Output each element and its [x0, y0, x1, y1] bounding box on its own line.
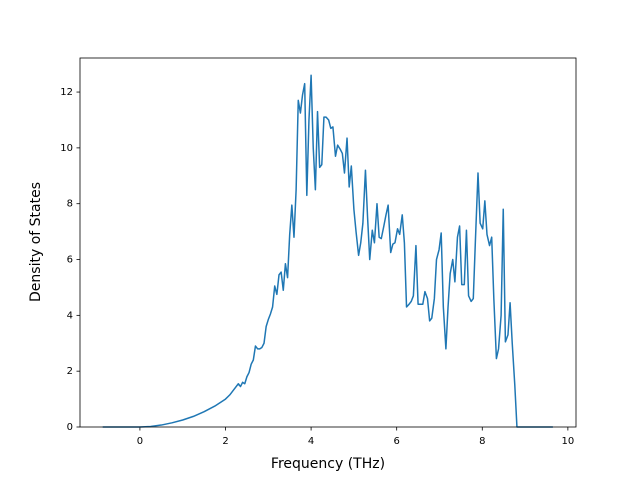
y-axis-label: Density of States [28, 182, 44, 302]
x-tick-label: 10 [562, 436, 575, 447]
x-tick-label: 6 [393, 436, 399, 447]
y-tick-label: 10 [60, 143, 73, 154]
y-tick-label: 12 [60, 87, 73, 98]
line-series [102, 74, 553, 428]
plot-frame [79, 57, 577, 428]
x-axis-label: Frequency (THz) [271, 456, 385, 472]
x-tick-label: 4 [308, 436, 314, 447]
x-tick-label: 2 [222, 436, 228, 447]
x-tick-label: 8 [479, 436, 485, 447]
y-tick-label: 4 [67, 310, 73, 321]
x-tick-label: 0 [137, 436, 143, 447]
y-tick-label: 0 [67, 422, 73, 433]
y-tick-label: 2 [67, 366, 73, 377]
y-tick-label: 8 [67, 199, 73, 210]
y-tick-label: 6 [67, 255, 73, 266]
